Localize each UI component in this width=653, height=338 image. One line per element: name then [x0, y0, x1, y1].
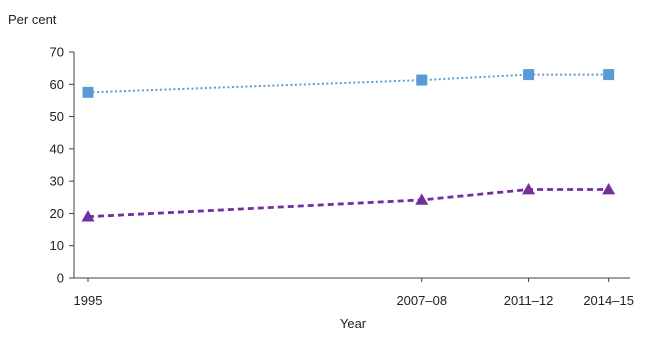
x-axis-title: Year [340, 316, 367, 331]
x-tick-label: 1995 [74, 293, 103, 308]
series-1-line [87, 73, 609, 94]
y-tick-label: 60 [50, 77, 64, 92]
y-tick-label: 20 [50, 206, 64, 221]
series-2-line [87, 188, 609, 219]
y-tick-label: 0 [57, 271, 64, 286]
y-tick-label: 40 [50, 141, 64, 156]
series-1 [82, 69, 615, 98]
data-point-triangle [81, 210, 95, 222]
y-axis-title: Per cent [8, 12, 57, 27]
data-point-square [82, 86, 94, 98]
data-point-triangle [522, 183, 536, 195]
y-tick-label: 50 [50, 109, 64, 124]
y-tick-label: 70 [50, 45, 64, 60]
y-tick-label: 30 [50, 174, 64, 189]
x-tick-label: 2007–08 [396, 293, 447, 308]
series-2 [81, 183, 616, 222]
data-point-triangle [415, 193, 429, 205]
x-tick-label: 2011–12 [504, 293, 554, 308]
data-point-square [523, 69, 535, 81]
data-point-square [416, 74, 428, 86]
data-point-square [603, 69, 615, 81]
x-tick-label: 2014–15 [583, 293, 634, 308]
series-group [81, 69, 616, 222]
data-point-triangle [602, 183, 616, 195]
y-tick-label: 10 [50, 238, 64, 253]
axes: 0 10 20 30 40 50 60 70 1995 2007–08 2011–12 2014–15 [50, 45, 634, 309]
